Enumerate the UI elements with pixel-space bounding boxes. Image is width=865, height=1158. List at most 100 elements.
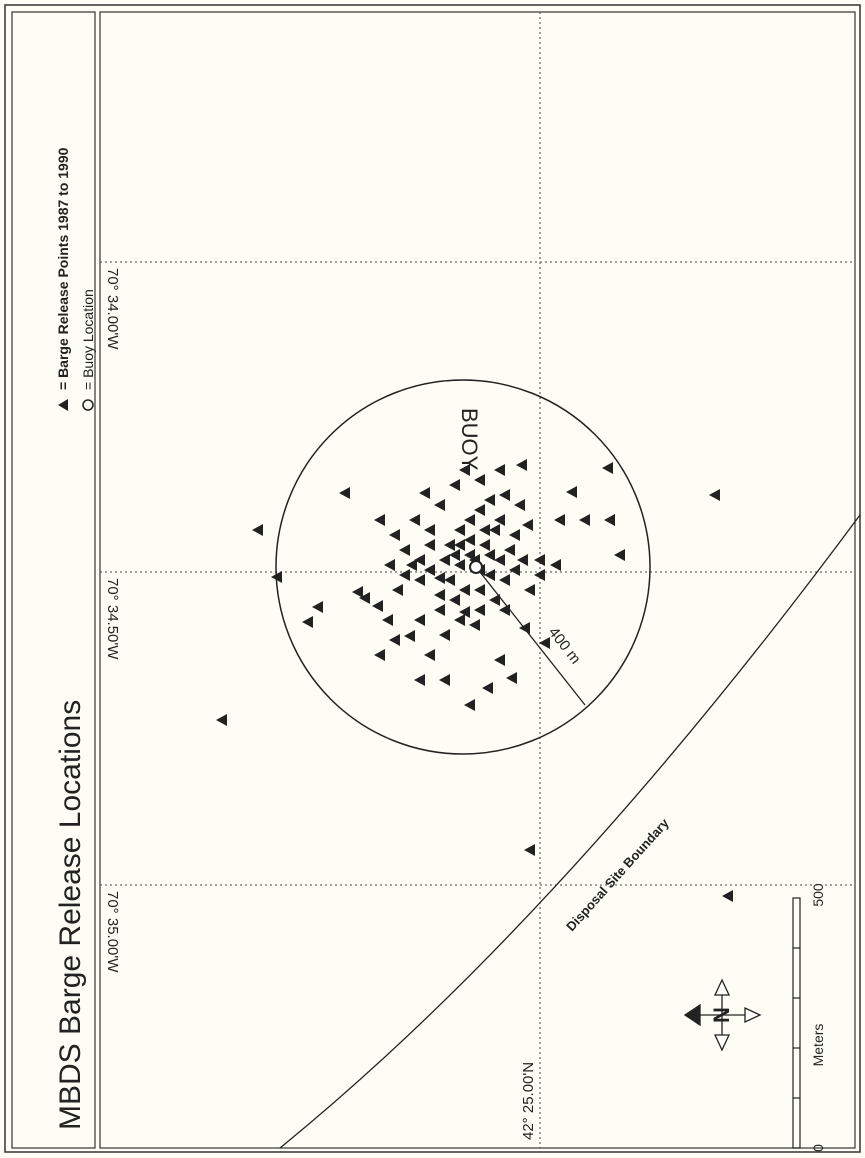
release-point	[566, 486, 577, 498]
release-point	[484, 494, 495, 506]
release-point	[384, 559, 395, 571]
release-point	[374, 514, 385, 526]
legend-text: = Buoy Location	[80, 289, 96, 390]
graticule	[100, 12, 855, 1148]
release-point	[444, 574, 455, 586]
lon-label: 70° 35.00'W	[104, 891, 121, 973]
side-panel	[11, 11, 96, 1149]
release-point	[489, 594, 500, 606]
scale-bar	[792, 897, 801, 1149]
radius-line	[475, 566, 586, 706]
release-point	[454, 559, 465, 571]
release-point	[464, 534, 475, 546]
release-point	[554, 514, 565, 526]
release-point	[604, 514, 615, 526]
release-point	[404, 630, 415, 642]
legend-circle	[82, 399, 94, 411]
release-point	[439, 674, 450, 686]
release-point	[414, 554, 425, 566]
release-point	[516, 459, 527, 471]
release-point	[454, 524, 465, 536]
release-point	[271, 571, 282, 583]
release-point	[464, 699, 475, 711]
release-point	[469, 619, 480, 631]
release-point	[514, 499, 525, 511]
buoy	[469, 560, 483, 574]
release-point	[504, 544, 515, 556]
release-point	[482, 682, 493, 694]
release-point	[459, 606, 470, 618]
release-point	[464, 549, 475, 561]
release-point	[399, 544, 410, 556]
release-point	[494, 514, 505, 526]
release-point	[484, 549, 495, 561]
release-point	[406, 559, 417, 571]
release-point	[499, 574, 510, 586]
release-point	[409, 514, 420, 526]
release-point	[506, 672, 517, 684]
release-point	[414, 614, 425, 626]
release-point	[499, 604, 510, 616]
release-point	[252, 524, 263, 536]
release-point	[499, 489, 510, 501]
lon-label: 70° 34.00'W	[104, 268, 121, 350]
release-point	[459, 464, 470, 476]
scale-label: 500	[810, 883, 826, 907]
release-point	[522, 519, 533, 531]
release-point	[484, 569, 495, 581]
scale-label: 0	[810, 1144, 826, 1152]
release-point	[339, 487, 350, 499]
release-point	[489, 524, 500, 536]
release-point	[382, 614, 393, 626]
release-point	[414, 674, 425, 686]
release-point	[449, 594, 460, 606]
release-point	[479, 524, 490, 536]
release-point	[359, 592, 370, 604]
release-point	[494, 654, 505, 666]
release-point	[392, 584, 403, 596]
north-arrow: N	[683, 978, 762, 1052]
release-point	[312, 601, 323, 613]
release-point	[709, 489, 720, 501]
release-point	[524, 844, 535, 856]
release-point	[539, 637, 550, 649]
legend-text: = Barge Release Points 1987 to 1990	[55, 147, 71, 390]
release-point	[414, 574, 425, 586]
release-point	[519, 622, 530, 634]
release-point	[614, 549, 625, 561]
radius-circle	[275, 379, 651, 755]
release-point	[419, 487, 430, 499]
frame	[4, 4, 861, 1153]
release-point	[550, 559, 561, 571]
release-point	[399, 569, 410, 581]
release-point	[434, 572, 445, 584]
release-point	[444, 539, 455, 551]
release-point	[372, 600, 383, 612]
release-point	[579, 514, 590, 526]
release-point	[494, 554, 505, 566]
release-point	[449, 549, 460, 561]
release-point	[439, 554, 450, 566]
lat-label: 42° 25.00'N	[520, 1062, 537, 1140]
release-point	[454, 614, 465, 626]
release-point	[474, 474, 485, 486]
lon-label: 70° 34.50'W	[104, 578, 121, 660]
map-panel	[99, 11, 856, 1149]
release-point	[534, 554, 545, 566]
release-point	[464, 514, 475, 526]
release-point	[424, 649, 435, 661]
legend-triangle	[58, 399, 68, 411]
release-point	[424, 564, 435, 576]
boundary	[279, 514, 861, 1149]
release-point	[494, 464, 505, 476]
release-point	[459, 584, 470, 596]
release-point	[534, 569, 545, 581]
release-point	[302, 616, 313, 628]
buoy-label: BUOY	[457, 408, 482, 471]
release-point	[517, 554, 528, 566]
release-point	[424, 524, 435, 536]
release-point	[602, 462, 613, 474]
title: MBDS Barge Release Locations	[54, 700, 87, 1130]
release-point	[434, 589, 445, 601]
